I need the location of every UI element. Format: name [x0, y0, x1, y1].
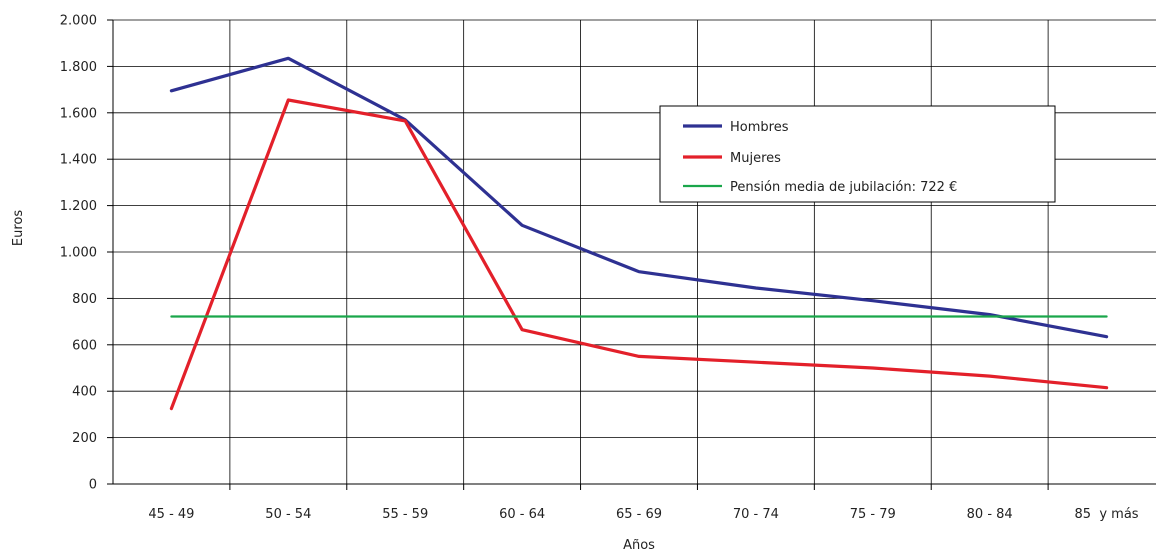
x-tick-label: 55 - 59 — [382, 507, 428, 522]
x-tick-label: 85 y más — [1075, 507, 1139, 522]
legend-box — [659, 105, 1056, 203]
y-axis-title: Euros — [11, 210, 26, 246]
x-axis-ticks: 45 - 49 50 - 54 55 - 59 60 - 64 65 - 69 70 - … — [148, 484, 1139, 522]
x-tick-label: 60 - 64 — [499, 507, 545, 522]
y-tick-label: 1.200 — [60, 199, 97, 214]
series-line-mujeres — [169, 98, 1109, 411]
y-tick-label: 1.800 — [60, 60, 97, 75]
x-tick-label: 80 - 84 — [967, 507, 1013, 522]
x-tick-label: 50 - 54 — [265, 507, 311, 522]
legend-label: Mujeres — [730, 151, 781, 166]
grid — [113, 19, 1156, 484]
y-tick-label: 0 — [89, 478, 97, 493]
legend: Hombres Mujeres Pensión media de jubilació… — [659, 105, 1056, 203]
x-tick-label: 65 - 69 — [616, 507, 662, 522]
y-axis-ticks: 0 200 400 600 800 1.000 1.200 1.400 1.600 1.800 2.… — [60, 14, 113, 493]
series-line-hombres — [169, 56, 1109, 339]
y-tick-label: 800 — [72, 292, 97, 307]
x-tick-label: 70 - 74 — [733, 507, 779, 522]
legend-items: Hombres Mujeres Pensión media de jubilació… — [683, 120, 957, 195]
x-tick-label: 45 - 49 — [148, 507, 194, 522]
legend-label: Hombres — [730, 120, 789, 135]
y-tick-label: 1.600 — [60, 106, 97, 121]
y-tick-label: 200 — [72, 431, 97, 446]
legend-label: Pensión media de jubilación: 722 € — [730, 180, 957, 195]
y-tick-label: 2.000 — [60, 14, 97, 29]
y-tick-label: 400 — [72, 385, 97, 400]
x-axis-title: Años — [623, 538, 655, 553]
series-group — [169, 56, 1109, 411]
y-tick-label: 600 — [72, 338, 97, 353]
y-tick-label: 1.400 — [60, 153, 97, 168]
x-tick-label: 75 - 79 — [850, 507, 896, 522]
y-tick-label: 1.000 — [60, 246, 97, 261]
